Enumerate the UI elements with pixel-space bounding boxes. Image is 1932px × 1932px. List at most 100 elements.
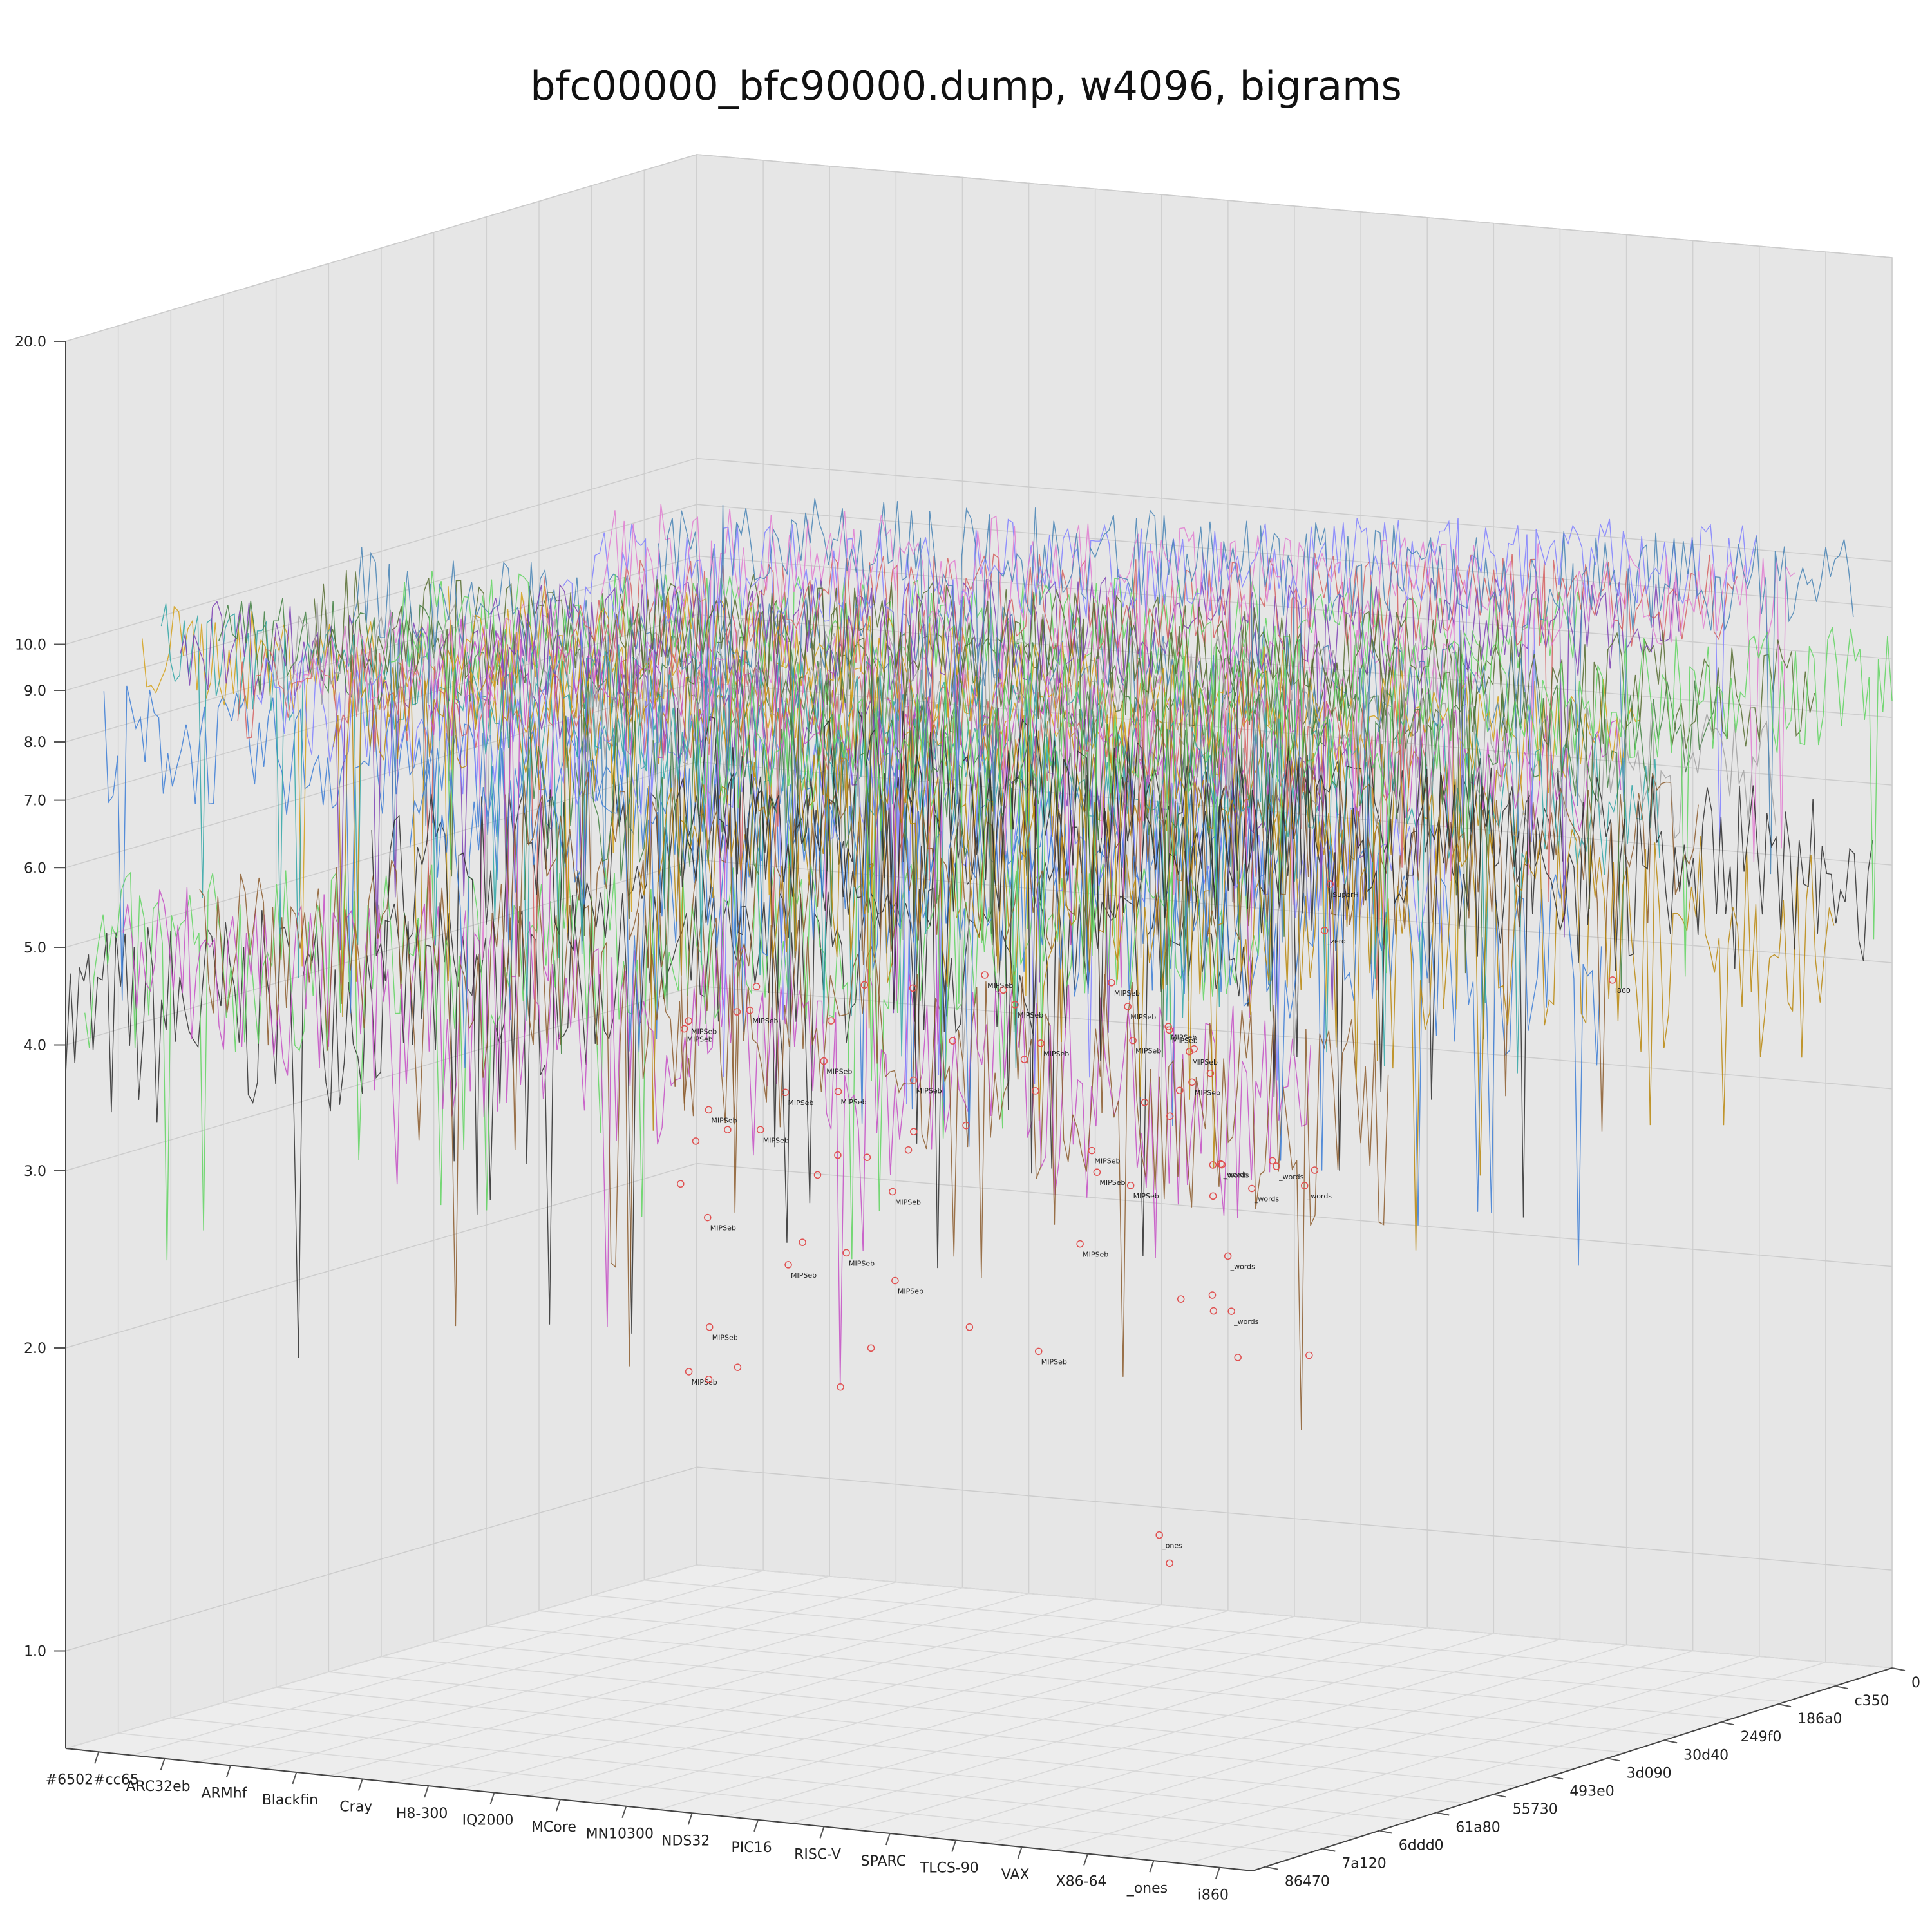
annotation-marker bbox=[1190, 1045, 1198, 1053]
x-tick bbox=[292, 1772, 298, 1785]
annotation-label: _words bbox=[1223, 1171, 1249, 1179]
y-tick-label: 7a120 bbox=[1341, 1856, 1386, 1872]
annotation-marker bbox=[1108, 979, 1115, 987]
annotation-marker bbox=[1177, 1295, 1185, 1303]
z-tick-label: 20.0 bbox=[15, 334, 46, 350]
y-tick bbox=[1891, 1667, 1906, 1671]
annotation-label: MIPSeb bbox=[1195, 1088, 1220, 1097]
annotation-marker bbox=[1129, 1036, 1137, 1045]
x-tick-label: RISC-V bbox=[794, 1846, 841, 1862]
z-gridline bbox=[65, 457, 697, 645]
floor-gridline bbox=[276, 1687, 1466, 1804]
annotation-label: MIPSeb bbox=[1041, 1358, 1067, 1366]
annotation-marker bbox=[692, 1137, 700, 1145]
annotation-label: MIPSeb bbox=[1094, 1157, 1120, 1166]
floor-gridline bbox=[328, 1671, 1519, 1787]
y-tick-label: 493e0 bbox=[1569, 1783, 1615, 1799]
annotation-label: _words bbox=[1307, 1192, 1332, 1200]
y-tick bbox=[1663, 1739, 1678, 1744]
annotation-marker bbox=[891, 1276, 899, 1285]
annotation-marker bbox=[799, 1238, 806, 1246]
z-gridline bbox=[65, 761, 697, 948]
annotation-marker bbox=[1141, 1099, 1149, 1106]
annotation-label: i860 bbox=[1615, 987, 1631, 995]
annotation-marker bbox=[860, 981, 869, 989]
annotation-marker bbox=[1188, 1078, 1196, 1086]
z-tick-label: 10.0 bbox=[15, 638, 46, 654]
x-tick bbox=[1083, 1853, 1088, 1866]
annotation-marker bbox=[752, 983, 761, 990]
z-tick-label: 9.0 bbox=[24, 683, 46, 699]
z-tick-label: 2.0 bbox=[24, 1341, 46, 1357]
annotation-marker bbox=[1124, 1003, 1132, 1010]
annotation-label: MIPSeb bbox=[1133, 1192, 1159, 1200]
y-tick bbox=[1777, 1703, 1792, 1708]
annotation-marker bbox=[1305, 1351, 1313, 1359]
y-tick-label: 6ddd0 bbox=[1399, 1838, 1444, 1854]
x-tick bbox=[94, 1751, 100, 1764]
annotation-marker bbox=[981, 971, 989, 979]
annotation-label: MIPSeb bbox=[1171, 1033, 1197, 1041]
series-line bbox=[199, 860, 1389, 1430]
annotation-label: MIPSeb bbox=[840, 1098, 866, 1106]
series-line bbox=[677, 706, 1873, 1218]
annotation-label: MIPSeb bbox=[1114, 989, 1140, 998]
z-gridline bbox=[696, 1466, 1893, 1571]
annotation-marker bbox=[827, 1017, 835, 1025]
annotation-marker bbox=[842, 1249, 850, 1257]
annotation-marker bbox=[909, 984, 917, 992]
z-gridline bbox=[65, 1162, 697, 1349]
annotation-marker bbox=[1301, 1182, 1309, 1189]
annotation-marker bbox=[1076, 1240, 1084, 1248]
annotation-marker bbox=[1034, 1347, 1043, 1356]
annotation-marker bbox=[756, 1126, 764, 1134]
x-tick bbox=[555, 1799, 561, 1812]
z-tick-label: 3.0 bbox=[24, 1164, 46, 1180]
annotation-marker bbox=[863, 1153, 871, 1161]
y-tick-label: c350 bbox=[1855, 1693, 1889, 1709]
annotation-label: MIPSeb bbox=[712, 1334, 738, 1342]
x-tick bbox=[951, 1840, 957, 1852]
z-tick-label: 5.0 bbox=[24, 940, 46, 956]
annotation-marker bbox=[962, 1121, 970, 1130]
annotation-marker bbox=[1166, 1559, 1173, 1567]
annotation-marker bbox=[705, 1376, 713, 1383]
annotation-marker bbox=[1037, 1039, 1045, 1047]
x-tick bbox=[489, 1792, 495, 1804]
annotation-label: MIPSeb bbox=[1135, 1047, 1161, 1056]
y-tick-label: 86470 bbox=[1285, 1874, 1330, 1890]
z-tick-label: 6.0 bbox=[24, 860, 46, 876]
annotation-marker bbox=[1326, 880, 1334, 888]
annotation-marker bbox=[1165, 1026, 1173, 1034]
z-gridline bbox=[65, 985, 697, 1171]
annotation-label: _words bbox=[1278, 1173, 1304, 1181]
annotation-marker bbox=[734, 1363, 742, 1371]
annotation-label: SuperH bbox=[1332, 891, 1359, 899]
annotation-marker bbox=[1217, 1160, 1225, 1168]
y-tick-label: 55730 bbox=[1513, 1801, 1558, 1817]
annotation-label: MIPSeb bbox=[1099, 1179, 1125, 1187]
x-axis bbox=[65, 1748, 1253, 1871]
annotation-label: MIPSeb bbox=[691, 1027, 717, 1036]
x-tick-label: VAX bbox=[1001, 1867, 1030, 1883]
y-tick-label: 186a0 bbox=[1797, 1711, 1842, 1727]
annotation-marker bbox=[1164, 1023, 1172, 1031]
series-line bbox=[486, 576, 1680, 938]
annotation-label: MIPSeb bbox=[710, 1224, 736, 1233]
annotation-marker bbox=[1208, 1291, 1217, 1299]
chart-markers: MIPSeb MIPSeb MIPSeb MIPSeb MIPSeb MIPSeb MIPS… bbox=[677, 880, 1631, 1567]
x-tick-label: Cray bbox=[339, 1799, 372, 1815]
z-gridline bbox=[65, 681, 697, 868]
annotation-marker bbox=[910, 1128, 918, 1135]
floor-gridline bbox=[644, 1580, 1839, 1685]
annotation-marker bbox=[867, 1344, 875, 1352]
annotation-marker bbox=[820, 1057, 828, 1065]
annotation-marker bbox=[1609, 976, 1616, 984]
annotation-marker bbox=[705, 1106, 713, 1114]
x-tick bbox=[687, 1812, 693, 1825]
y-tick-label: 3d090 bbox=[1627, 1765, 1672, 1781]
annotation-marker bbox=[813, 1171, 822, 1179]
annotation-marker bbox=[909, 1076, 918, 1084]
floor-gridline bbox=[433, 1641, 1626, 1753]
z-tick-label: 8.0 bbox=[24, 735, 46, 751]
